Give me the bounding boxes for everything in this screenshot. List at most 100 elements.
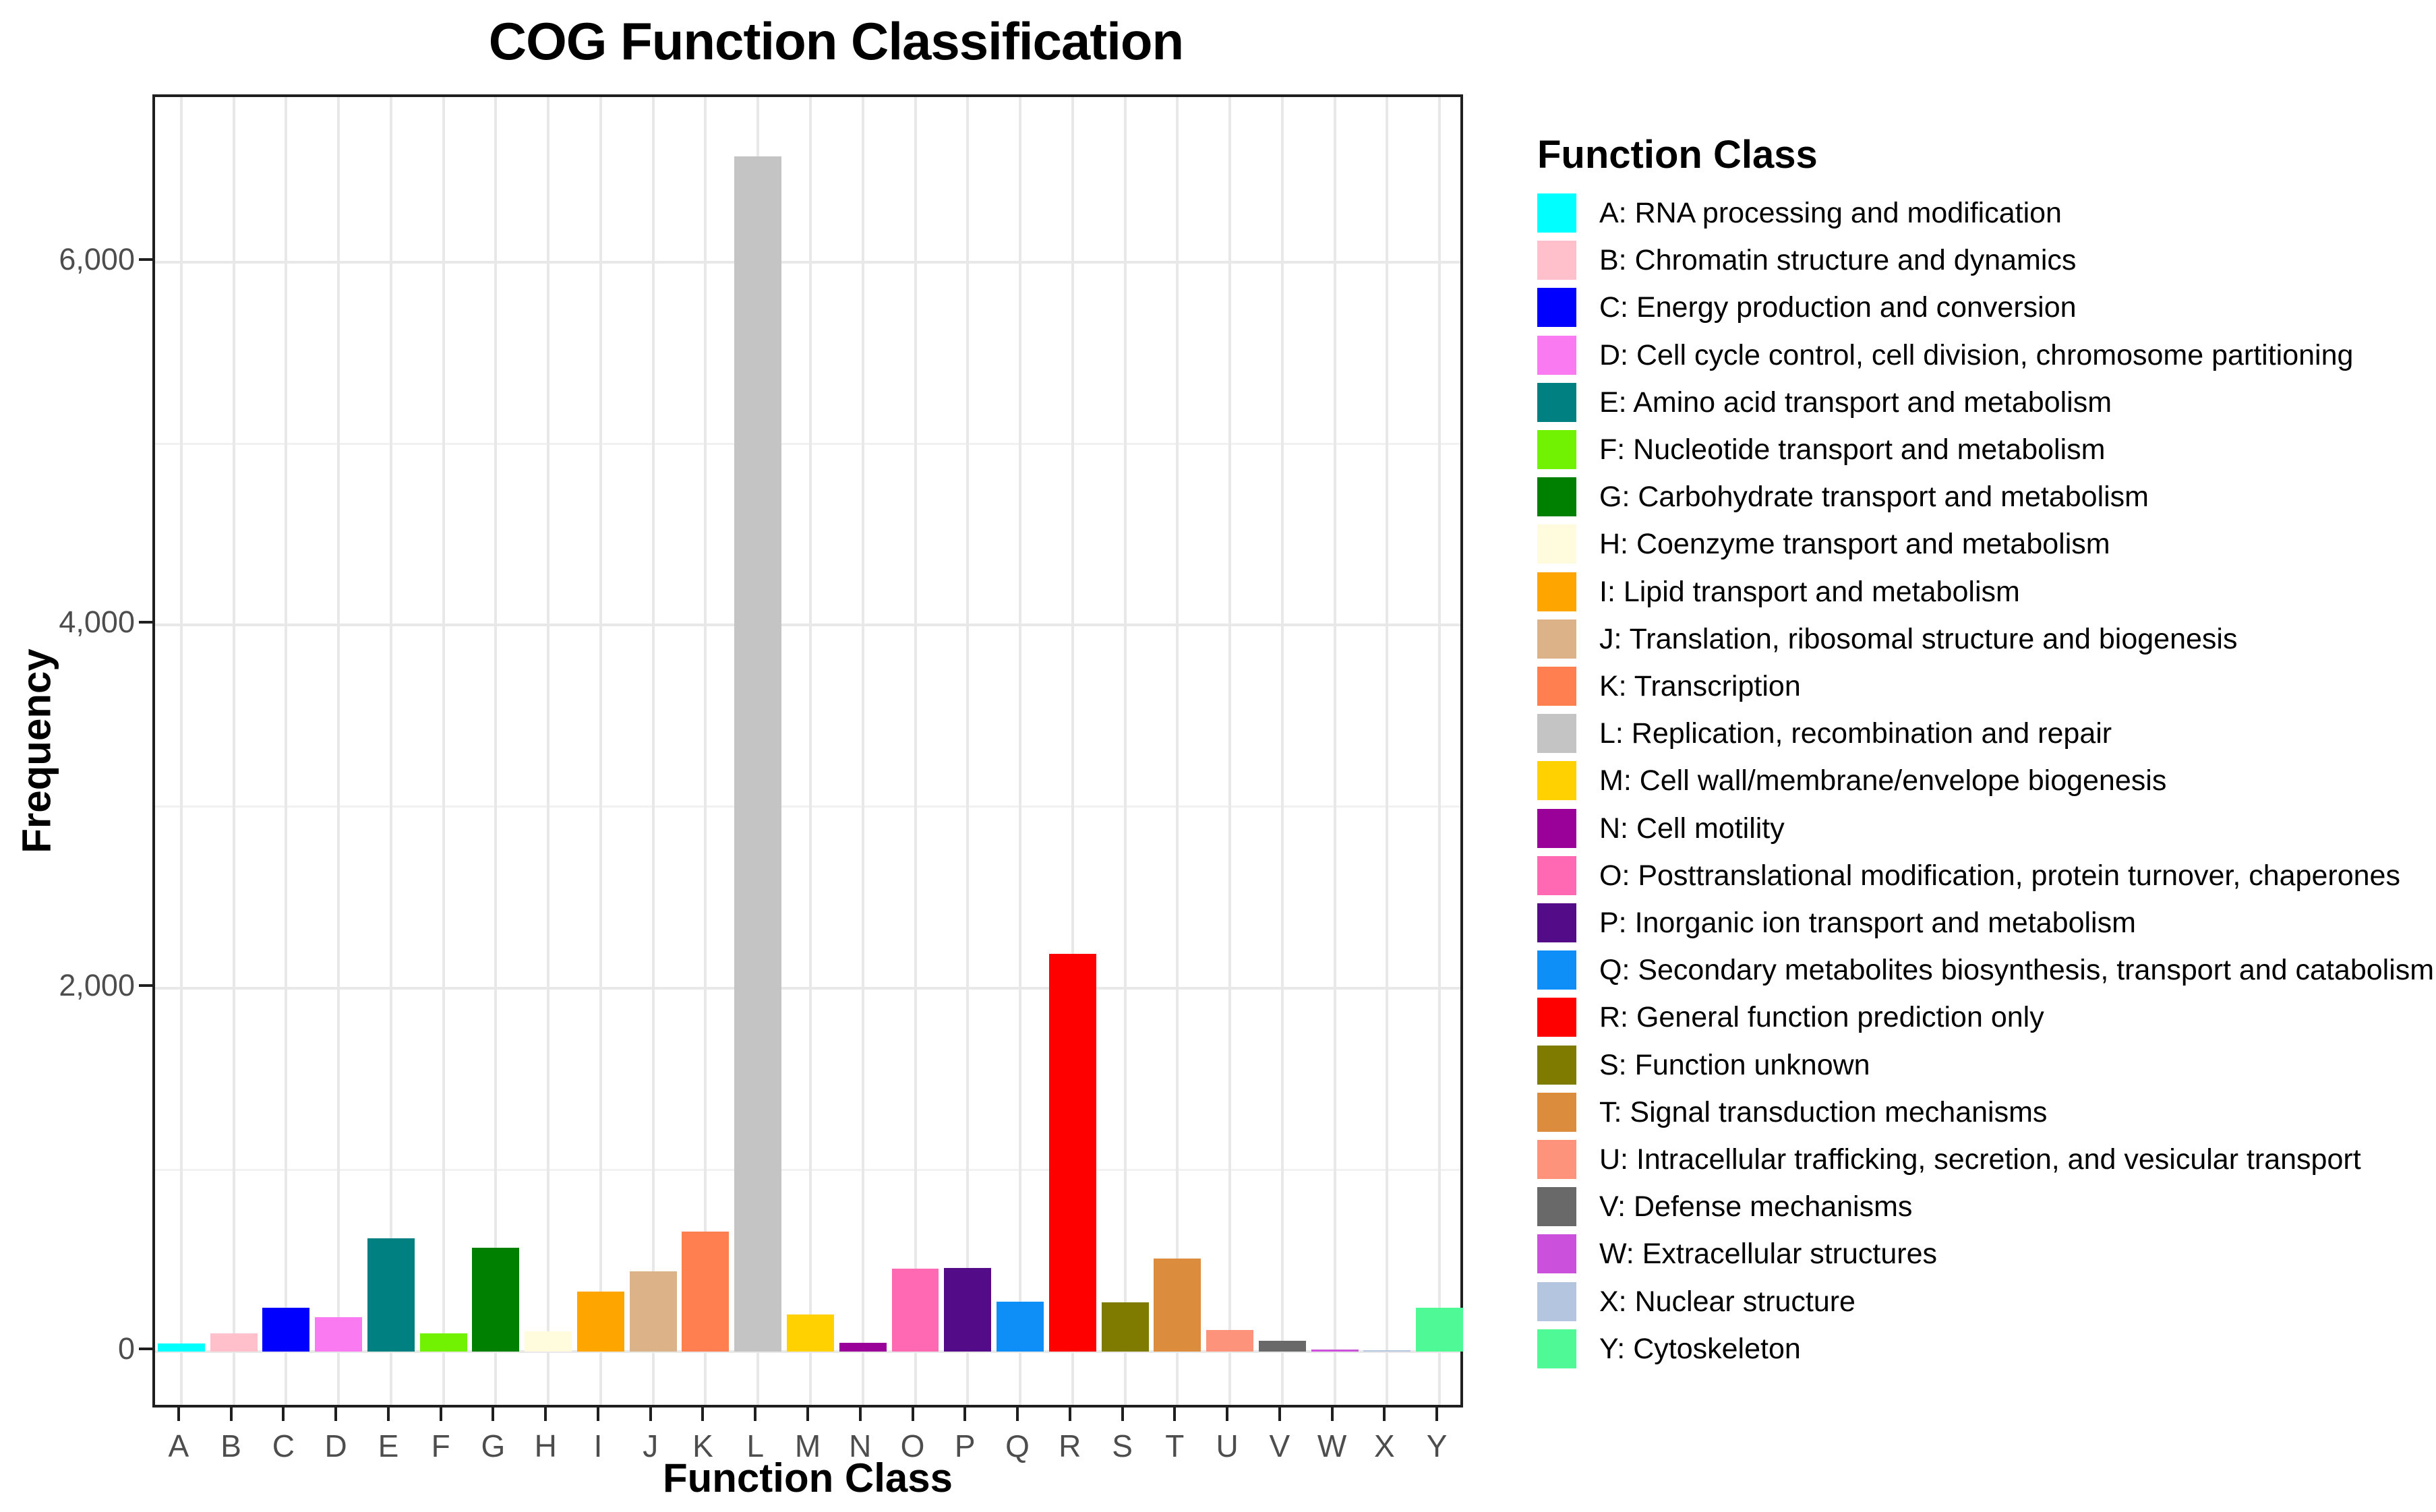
- gridline-category-T: [1176, 97, 1179, 1405]
- x-tick-N: [858, 1408, 862, 1421]
- legend-label-M: M: Cell wall/membrane/envelope biogenesi…: [1599, 764, 2167, 797]
- y-tick-label-6000: 6,000: [59, 241, 135, 276]
- legend-item-P: P: Inorganic ion transport and metabolis…: [1537, 903, 2434, 950]
- bar-T: [1154, 1259, 1201, 1352]
- legend-swatch-V: [1537, 1187, 1576, 1227]
- legend-label-K: K: Transcription: [1599, 670, 1801, 702]
- gridline-category-K: [704, 97, 707, 1405]
- x-tick-R: [1068, 1408, 1071, 1421]
- legend-item-Y: Y: Cytoskeleton: [1537, 1329, 2434, 1377]
- gridline-minor-y3000: [155, 806, 1460, 808]
- legend-item-E: E: Amino acid transport and metabolism: [1537, 382, 2434, 430]
- bar-Q: [997, 1302, 1044, 1352]
- bar-N: [839, 1343, 887, 1352]
- x-tick-B: [229, 1408, 233, 1421]
- y-tick-4000: [139, 621, 152, 624]
- legend-swatch-O: [1537, 855, 1576, 895]
- gridline-major-y2000: [155, 987, 1460, 990]
- x-tick-label-M: M: [794, 1428, 821, 1463]
- x-axis-title: Function Class: [662, 1455, 953, 1501]
- bar-G: [472, 1248, 520, 1352]
- bar-H: [525, 1331, 572, 1352]
- legend-swatch-F: [1537, 430, 1576, 469]
- x-tick-label-E: E: [378, 1428, 399, 1463]
- bar-D: [315, 1317, 363, 1352]
- legend-label-T: T: Signal transduction mechanisms: [1599, 1095, 2048, 1128]
- legend-label-V: V: Defense mechanisms: [1599, 1190, 1913, 1223]
- legend-label-J: J: Translation, ribosomal structure and …: [1599, 622, 2238, 655]
- x-tick-C: [282, 1408, 285, 1421]
- x-tick-X: [1383, 1408, 1386, 1421]
- gridline-category-O: [914, 97, 917, 1405]
- legend-item-X: X: Nuclear structure: [1537, 1281, 2434, 1329]
- x-tick-H: [544, 1408, 547, 1421]
- gridline-category-E: [389, 97, 392, 1405]
- gridline-category-Q: [1019, 97, 1022, 1405]
- legend-label-L: L: Replication, recombination and repair: [1599, 717, 2112, 750]
- legend-swatch-P: [1537, 903, 1576, 942]
- legend-label-R: R: General function prediction only: [1599, 1001, 2044, 1034]
- legend-item-F: F: Nucleotide transport and metabolism: [1537, 430, 2434, 477]
- bar-C: [262, 1308, 310, 1352]
- gridline-category-D: [337, 97, 340, 1405]
- legend-title: Function Class: [1537, 133, 1818, 177]
- x-tick-S: [1121, 1408, 1124, 1421]
- legend-item-S: S: Function unknown: [1537, 1045, 2434, 1093]
- x-tick-label-H: H: [534, 1428, 557, 1463]
- legend-swatch-C: [1537, 288, 1576, 328]
- x-tick-label-N: N: [849, 1428, 872, 1463]
- bar-J: [629, 1271, 677, 1352]
- legend-swatch-A: [1537, 193, 1576, 233]
- legend-swatch-Y: [1537, 1329, 1576, 1368]
- x-tick-label-K: K: [692, 1428, 713, 1463]
- legend-swatch-X: [1537, 1281, 1576, 1321]
- legend-item-N: N: Cell motility: [1537, 808, 2434, 856]
- y-tick-2000: [139, 984, 152, 988]
- legend-label-F: F: Nucleotide transport and metabolism: [1599, 433, 2106, 466]
- legend-label-Y: Y: Cytoskeleton: [1599, 1332, 1801, 1365]
- legend-label-B: B: Chromatin structure and dynamics: [1599, 244, 2077, 277]
- legend-item-J: J: Translation, ribosomal structure and …: [1537, 619, 2434, 667]
- y-tick-label-4000: 4,000: [59, 605, 135, 640]
- legend-label-G: G: Carbohydrate transport and metabolism: [1599, 481, 2149, 514]
- legend-label-C: C: Energy production and conversion: [1599, 291, 2077, 324]
- legend-item-R: R: General function prediction only: [1537, 998, 2434, 1045]
- legend-swatch-J: [1537, 619, 1576, 659]
- legend-swatch-G: [1537, 477, 1576, 517]
- gridline-category-J: [651, 97, 655, 1405]
- bar-V: [1258, 1341, 1306, 1352]
- legend-label-I: I: Lipid transport and metabolism: [1599, 575, 2020, 608]
- y-tick-label-0: 0: [117, 1331, 135, 1366]
- bar-W: [1311, 1350, 1359, 1352]
- gridline-category-F: [442, 97, 445, 1405]
- x-tick-label-L: L: [746, 1428, 765, 1463]
- legend-swatch-R: [1537, 998, 1576, 1037]
- x-tick-M: [806, 1408, 809, 1421]
- legend-label-A: A: RNA processing and modification: [1599, 197, 2062, 229]
- gridline-category-G: [494, 97, 498, 1405]
- gridline-category-Y: [1438, 97, 1442, 1405]
- bar-R: [1048, 954, 1096, 1352]
- x-tick-G: [492, 1408, 495, 1421]
- legend-label-Q: Q: Secondary metabolites biosynthesis, t…: [1599, 954, 2435, 987]
- x-tick-label-F: F: [431, 1428, 450, 1463]
- legend-item-C: C: Energy production and conversion: [1537, 288, 2434, 335]
- x-tick-U: [1226, 1408, 1229, 1421]
- x-tick-Q: [1016, 1408, 1019, 1421]
- gridline-category-R: [1071, 97, 1074, 1405]
- bar-I: [576, 1292, 624, 1352]
- legend-item-D: D: Cell cycle control, cell division, ch…: [1537, 335, 2434, 383]
- legend-swatch-B: [1537, 241, 1576, 280]
- gridline-category-B: [232, 97, 235, 1405]
- legend-label-H: H: Coenzyme transport and metabolism: [1599, 528, 2110, 561]
- gridline-category-W: [1333, 97, 1336, 1405]
- x-tick-label-S: S: [1112, 1428, 1133, 1463]
- x-tick-T: [1173, 1408, 1177, 1421]
- legend-item-K: K: Transcription: [1537, 667, 2434, 714]
- x-tick-J: [649, 1408, 652, 1421]
- x-tick-label-W: W: [1317, 1428, 1347, 1463]
- x-tick-O: [911, 1408, 914, 1421]
- x-tick-label-V: V: [1269, 1428, 1290, 1463]
- gridline-category-P: [966, 97, 970, 1405]
- x-tick-label-B: B: [220, 1428, 241, 1463]
